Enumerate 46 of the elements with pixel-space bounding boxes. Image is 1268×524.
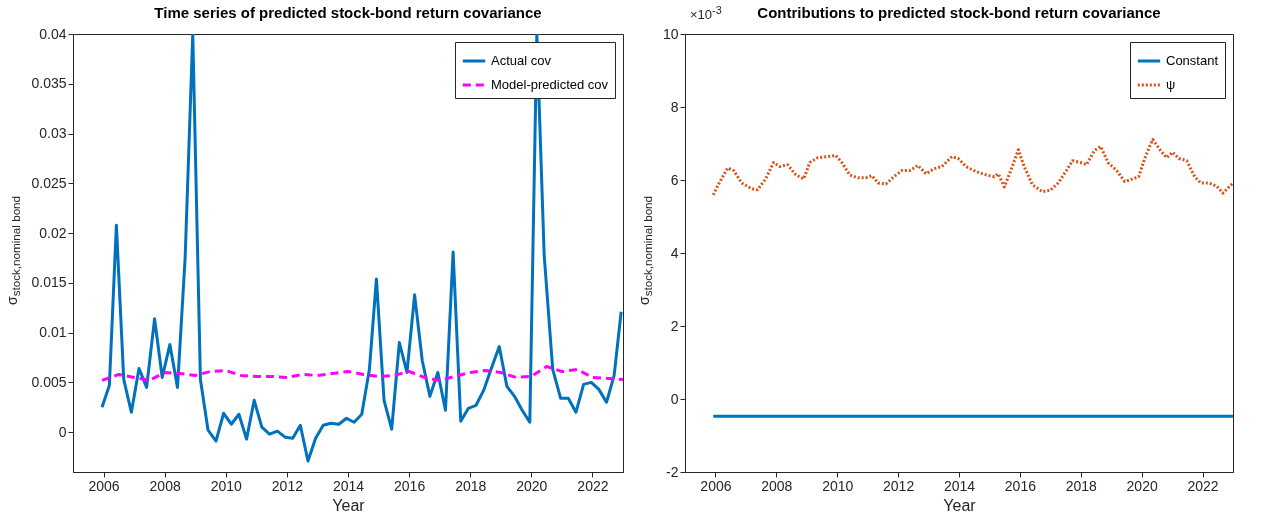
x-tick-label: 2008 <box>761 477 793 494</box>
x-tick-label: 2016 <box>394 477 426 494</box>
y-tick-label: 0.04 <box>39 25 67 42</box>
y-tick-label: -2 <box>666 463 679 480</box>
x-tick-label: 2016 <box>1004 477 1037 494</box>
x-tick-label: 2022 <box>577 477 609 494</box>
x-tick-label: 2010 <box>210 477 243 494</box>
y-tick-label: 0 <box>58 423 67 440</box>
legend-label: Actual cov <box>491 53 552 68</box>
y-tick-label: 2 <box>670 317 679 334</box>
x-tick-label: 2018 <box>455 477 487 494</box>
y-tick-label: 6 <box>670 171 679 188</box>
legend-label: ψ <box>1166 77 1176 92</box>
x-tick-label: 2014 <box>332 477 365 494</box>
text: ×10$^{-3}$ <box>690 4 722 23</box>
y-tick-label: 0 <box>670 390 679 407</box>
y-tick-label: 0.02 <box>39 224 67 241</box>
x-tick-label: 2014 <box>943 477 976 494</box>
x-tick-label: 2020 <box>1126 477 1158 494</box>
legend-label: Model-predicted cov <box>491 77 609 92</box>
x-tick-label: 2018 <box>1065 477 1098 494</box>
y-tick-label: 0.035 <box>31 75 67 92</box>
chart-title: Time series of predicted stock-bond return covariance <box>154 4 542 21</box>
y-tick-label: 0.03 <box>39 125 67 142</box>
line-series <box>711 137 1233 197</box>
y-tick-label: 0.005 <box>31 373 67 390</box>
x-axis-title: Year <box>332 496 366 514</box>
x-tick-label: 2012 <box>883 477 915 494</box>
y-tick-label: 0.01 <box>39 324 67 341</box>
x-tick-label: 2008 <box>149 477 181 494</box>
y-tick-label: 0.015 <box>31 274 67 291</box>
y-tick-label: 10 <box>662 25 679 42</box>
x-tick-label: 2022 <box>1187 477 1219 494</box>
x-tick-label: 2006 <box>88 477 120 494</box>
y-tick-label: 0.025 <box>31 174 67 191</box>
legend-label: Constant <box>1166 53 1219 68</box>
line-series <box>100 364 623 382</box>
x-tick-label: 2006 <box>700 477 732 494</box>
x-axis-title: Year <box>943 496 977 514</box>
chart-title: Contributions to predicted stock-bond return covariance <box>757 4 1161 21</box>
x-tick-label: 2010 <box>822 477 854 494</box>
y-tick-label: 4 <box>670 244 679 261</box>
x-tick-label: 2012 <box>271 477 304 494</box>
line-series <box>100 34 623 463</box>
x-tick-label: 2020 <box>516 477 548 494</box>
y-tick-label: 8 <box>670 98 679 115</box>
